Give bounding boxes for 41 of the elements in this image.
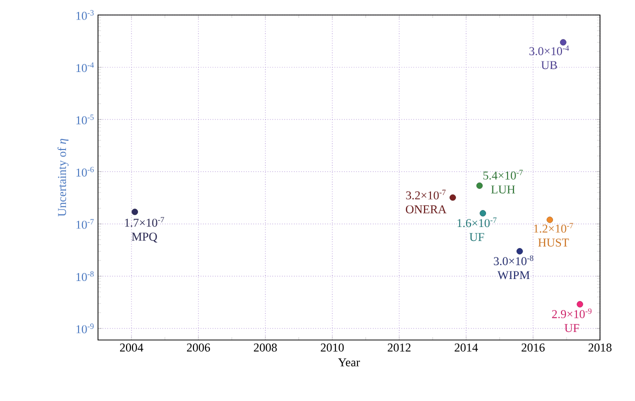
data-label: 3.0×10$^{-8}$ [494, 255, 534, 266]
x-tick-label: 2008 [254, 344, 277, 352]
series-label: LUH [491, 186, 516, 194]
x-tick-label: 2010 [320, 344, 344, 352]
data-label: 5.4×10$^{-7}$ [483, 170, 523, 180]
y-tick-label: 10$^{-4}$ [76, 62, 94, 72]
point [576, 301, 584, 308]
series-label: UF [470, 233, 484, 242]
data-label: 1.7×10$^{-7}$ [125, 217, 164, 227]
x-tick-label: 2018 [588, 344, 612, 352]
x-axis-title: Year [338, 358, 360, 366]
series-label: WIPM [497, 271, 530, 280]
x-tick-label: 2016 [522, 344, 545, 352]
series-label: MPQ [132, 232, 158, 243]
point [546, 216, 553, 223]
y-axis-title: Uncertainty of η [58, 138, 69, 216]
data-label: 1.2×10$^{-7}$ [534, 223, 574, 233]
y-tick-label: 10$^{-8}$ [76, 271, 94, 282]
data-label: 3.2×10$^{-7}$ [406, 190, 446, 200]
y-tick-label: 10$^{-6}$ [76, 166, 94, 177]
point [516, 248, 523, 254]
series-label: UF [564, 324, 580, 332]
point [560, 39, 566, 46]
series-label: HUST [538, 238, 569, 247]
x-tick-label: 2004 [120, 344, 144, 352]
point [132, 208, 138, 216]
x-tick-label: 2006 [186, 344, 210, 352]
point [476, 182, 483, 189]
y-tick-label: 10$^{-3}$ [76, 10, 94, 20]
data-label: 3.0×10$^{-4}$ [529, 46, 570, 56]
y-tick-label: 10$^{-5}$ [76, 114, 94, 124]
x-tick-label: 2012 [388, 344, 410, 352]
data-label: 2.9×10$^{-9}$ [552, 308, 592, 318]
series-label: ONERA [406, 205, 446, 214]
point [480, 210, 486, 216]
point [450, 194, 456, 201]
y-tick-label: 10$^{-9}$ [76, 324, 94, 334]
y-tick-label: 10$^{-7}$ [76, 219, 94, 229]
x-tick-label: 2014 [454, 344, 478, 352]
data-label: 1.6×10$^{-7}$ [458, 217, 497, 228]
series-label: UB [541, 61, 557, 70]
